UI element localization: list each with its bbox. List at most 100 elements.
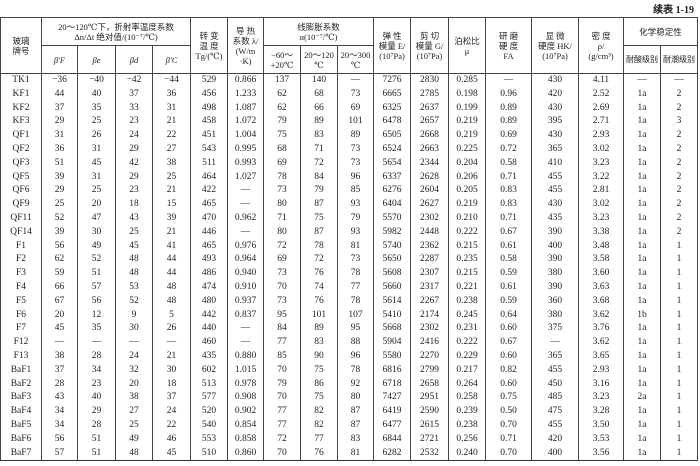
table-cell: 0.858: [227, 432, 265, 447]
table-cell: 455: [531, 418, 580, 433]
table-row: F1 56 49 45 41 465 0.976 72 78 81 5740 2362 0.215 0.6…: [0, 239, 699, 254]
table-cell: 20: [77, 198, 116, 212]
table-cell: 26: [151, 322, 192, 337]
table-cell: 35: [77, 322, 116, 337]
table-cell: —: [660, 73, 699, 88]
table-cell: 37: [41, 363, 78, 378]
glass-grade-cell: F6: [0, 308, 42, 323]
header-mu: 泊松比 μ: [448, 17, 487, 74]
table-cell: 84: [263, 322, 302, 337]
table-cell: 1.027: [227, 170, 265, 185]
table-cell: —: [77, 336, 116, 350]
table-cell: 56: [41, 432, 78, 447]
table-cell: 2: [660, 101, 699, 116]
table-cell: 3.02: [578, 198, 625, 212]
glass-grade-cell: BaF3: [0, 391, 42, 406]
table-cell: 1a: [623, 129, 662, 143]
header-alpha-2: 20～120 ℃: [300, 45, 339, 74]
table-cell: 0.902: [227, 405, 265, 419]
table-cell: 5608: [373, 267, 412, 281]
table-cell: 3.02: [578, 142, 625, 157]
table-cell: 2.71: [578, 115, 625, 130]
table-cell: 28: [77, 349, 116, 364]
table-cell: 390: [531, 280, 580, 295]
table-cell: 0.72: [485, 142, 533, 157]
table-cell: 84: [300, 170, 339, 185]
table-cell: 5570: [373, 211, 412, 226]
table-cell: 140: [300, 73, 339, 88]
glass-grade-cell: QF2: [0, 142, 42, 157]
header-alpha-1-text: −60～ +20℃: [270, 49, 294, 70]
table-cell: 2.93: [578, 363, 625, 378]
table-cell: 83: [300, 336, 339, 350]
table-cell: 2317: [410, 280, 450, 295]
table-cell: 0.995: [227, 142, 265, 157]
table-cell: 78: [337, 363, 375, 378]
table-cell: 365: [531, 349, 580, 364]
table-cell: 2344: [410, 156, 450, 171]
table-cell: 1.004: [227, 129, 265, 143]
table-cell: 39: [41, 170, 78, 185]
header-rho-text: 密 度 ρ/ (g/cm³): [588, 30, 614, 61]
glass-grade-cell: KF3: [0, 115, 42, 130]
header-acid: 耐酸级别: [623, 45, 662, 74]
table-cell: 3.28: [578, 405, 625, 419]
table-cell: 29: [77, 405, 116, 419]
table-cell: 1a: [623, 170, 662, 185]
table-cell: 0.204: [448, 156, 487, 171]
table-cell: 451: [190, 129, 229, 143]
table-cell: 44: [151, 267, 192, 281]
table-row: F7 45 35 30 26 440—84 89 95 5668 2302 0.231 0.60 375…: [0, 322, 699, 337]
table-cell: 67: [41, 294, 78, 309]
table-cell: 6419: [373, 405, 412, 419]
table-cell: 2416: [410, 336, 450, 350]
glass-grade-cell: QF6: [0, 184, 42, 199]
table-cell: 23: [115, 184, 153, 199]
table-cell: 2: [660, 198, 699, 212]
table-cell: 0.962: [227, 211, 265, 226]
table-cell: 375: [531, 322, 580, 337]
table-row: BaF7 57 51 48 45 510 0.860 70 76 81 6282 2532 0.240 0…: [0, 446, 699, 461]
table-cell: 474: [190, 280, 229, 295]
table-cell: 72: [263, 239, 302, 254]
table-cell: 52: [41, 211, 78, 226]
table-cell: 6665: [373, 87, 412, 102]
table-cell: 435: [531, 211, 580, 226]
table-cell: 0.206: [448, 170, 487, 185]
table-cell: 70: [263, 363, 302, 378]
table-cell: 1a: [623, 377, 662, 392]
table-cell: 1.233: [227, 87, 265, 102]
header-tg: 转 变 温 度 Tg/(℃): [190, 17, 229, 74]
table-cell: 75: [300, 363, 339, 378]
table-cell: 29: [41, 115, 78, 130]
table-cell: 30: [115, 322, 153, 337]
table-cell: 2302: [410, 322, 450, 337]
table-cell: 45: [77, 156, 116, 171]
table-cell: —: [227, 184, 265, 199]
table-caption: 续表 1-19: [653, 5, 694, 16]
table-row: QF6 29 25 23 21 422—73 79 85 6276 2604 0.205 0.83 45…: [0, 184, 699, 199]
table-cell: 1: [660, 391, 699, 406]
table-cell: 7427: [373, 391, 412, 406]
table-cell: 3.56: [578, 446, 625, 461]
table-cell: 78: [337, 294, 375, 309]
table-cell: 21: [151, 225, 192, 240]
table-cell: 95: [337, 322, 375, 337]
table-row: F5 67 56 52 48 480 0.937 73 76 78 5614 2267 0.238 0.5…: [0, 294, 699, 309]
table-cell: −42: [115, 73, 153, 88]
table-cell: 1: [660, 432, 699, 447]
table-cell: 0.256: [448, 432, 487, 447]
table-cell: 71: [263, 211, 302, 226]
table-cell: 0.89: [485, 101, 533, 116]
table-cell: 2.93: [578, 129, 625, 143]
glass-grade-cell: F1: [0, 239, 42, 254]
table-cell: 0.225: [448, 142, 487, 157]
table-cell: 70: [263, 446, 302, 461]
table-cell: 74: [300, 280, 339, 295]
table-body: TK1 −36 −40 −42 −44 529 0.866 137 140—7276 2830 0.…: [0, 73, 699, 461]
table-cell: —: [531, 336, 580, 350]
table-cell: 1: [660, 294, 699, 309]
table-cell: 48: [151, 294, 192, 309]
table-cell: 95: [263, 308, 302, 323]
table-cell: 24: [151, 405, 192, 419]
